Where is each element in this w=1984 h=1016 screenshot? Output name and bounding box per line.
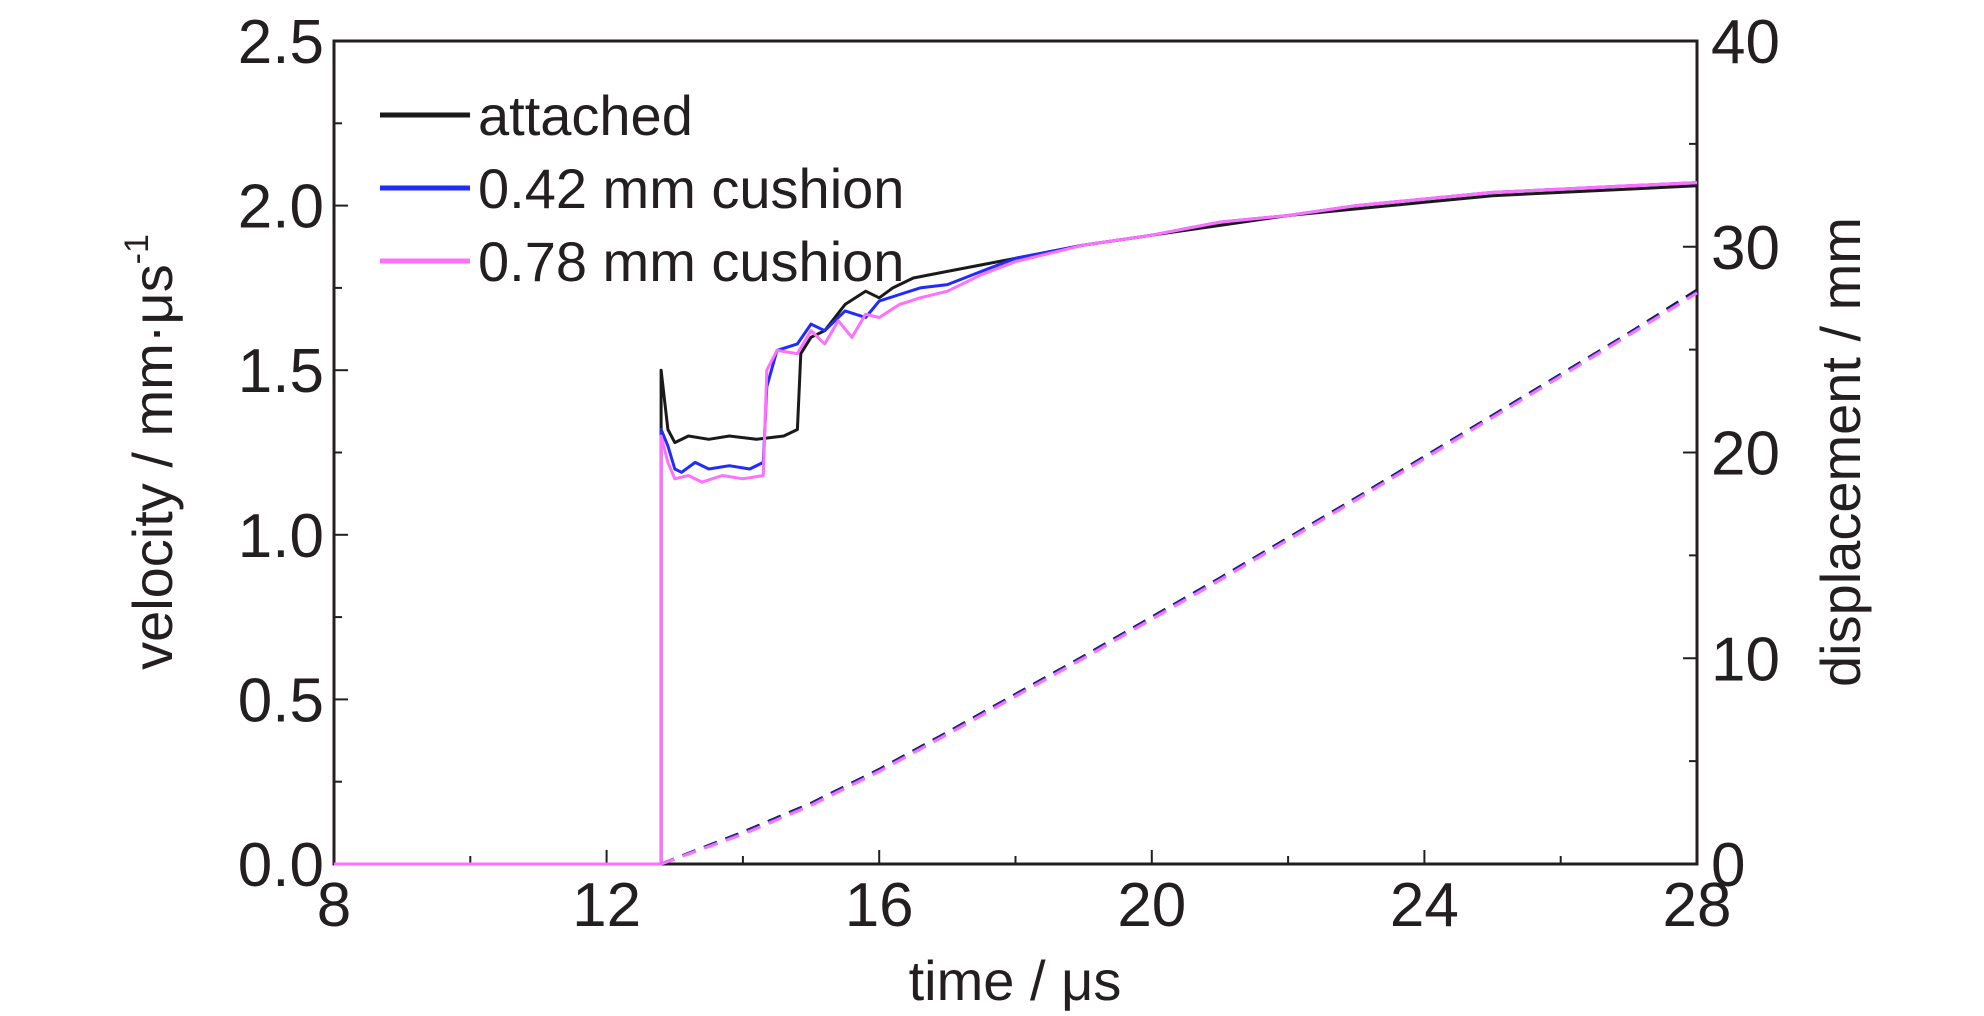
series-line-displacement-4 <box>660 290 1698 866</box>
x-tick-label: 28 <box>1663 871 1732 940</box>
x-axis-title: time / μs <box>909 949 1122 1012</box>
series-line-velocity-2 <box>334 181 1698 866</box>
y-right-tick-label: 20 <box>1711 420 1780 489</box>
y-right-tick-label: 40 <box>1711 8 1780 77</box>
series-line-displacement-3 <box>660 288 1698 866</box>
y-right-tick-label: 0 <box>1711 831 1745 900</box>
y-left-tick-label: 2.0 <box>238 173 324 242</box>
x-tick-label: 12 <box>572 871 641 940</box>
x-tick-label: 20 <box>1117 871 1186 940</box>
x-tick-label: 16 <box>845 871 914 940</box>
series-line-displacement-5 <box>660 291 1698 866</box>
y-left-tick-label: 1.5 <box>238 337 324 406</box>
y-left-tick-label: 0.0 <box>238 831 324 900</box>
y-left-tick-label: 0.5 <box>238 666 324 735</box>
legend-label-attached: attached <box>478 84 693 147</box>
x-tick-label: 24 <box>1390 871 1459 940</box>
x-tick-label: 8 <box>317 871 351 940</box>
y-axis-left-title-superscript: -1 <box>118 234 156 264</box>
axis-tick-labels: 8 12 16 20 24 28 0.0 0.5 1.0 1.5 2.0 2.5 0 10 20 30 40 <box>238 8 1780 940</box>
y-axis-left-title: velocity / mm·μs-1 <box>118 234 184 670</box>
series-line-velocity-0 <box>334 184 1698 866</box>
y-right-tick-label: 30 <box>1711 214 1780 283</box>
y-right-tick-label: 10 <box>1711 625 1780 694</box>
y-axis-left-title-main: velocity / mm·μs <box>121 264 184 670</box>
y-left-tick-label: 1.0 <box>238 502 324 571</box>
legend-label-042: 0.42 mm cushion <box>478 157 904 220</box>
y-axis-right-title: displacement / mm <box>1809 217 1872 687</box>
legend: attached 0.42 mm cushion 0.78 mm cushion <box>380 84 904 293</box>
y-left-tick-label: 2.5 <box>238 8 324 77</box>
series-layer <box>334 181 1698 866</box>
legend-label-078: 0.78 mm cushion <box>478 230 904 293</box>
